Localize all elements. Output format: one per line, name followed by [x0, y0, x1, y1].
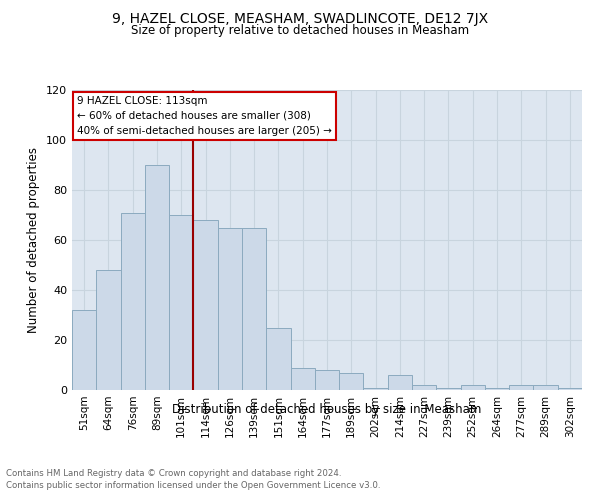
Bar	[558, 388, 582, 390]
Text: Distribution of detached houses by size in Measham: Distribution of detached houses by size …	[172, 402, 482, 415]
Text: Contains HM Land Registry data © Crown copyright and database right 2024.: Contains HM Land Registry data © Crown c…	[6, 468, 341, 477]
Bar	[218, 228, 242, 390]
Bar	[169, 215, 193, 390]
Bar	[266, 328, 290, 390]
Text: 9, HAZEL CLOSE, MEASHAM, SWADLINCOTE, DE12 7JX: 9, HAZEL CLOSE, MEASHAM, SWADLINCOTE, DE…	[112, 12, 488, 26]
Bar	[72, 310, 96, 390]
Bar	[339, 372, 364, 390]
Bar	[436, 388, 461, 390]
Bar	[533, 385, 558, 390]
Bar	[461, 385, 485, 390]
Bar	[145, 165, 169, 390]
Bar	[412, 385, 436, 390]
Bar	[96, 270, 121, 390]
Bar	[121, 212, 145, 390]
Text: 9 HAZEL CLOSE: 113sqm
← 60% of detached houses are smaller (308)
40% of semi-det: 9 HAZEL CLOSE: 113sqm ← 60% of detached …	[77, 96, 332, 136]
Bar	[315, 370, 339, 390]
Bar	[364, 388, 388, 390]
Bar	[485, 388, 509, 390]
Y-axis label: Number of detached properties: Number of detached properties	[28, 147, 40, 333]
Bar	[193, 220, 218, 390]
Bar	[290, 368, 315, 390]
Bar	[388, 375, 412, 390]
Text: Size of property relative to detached houses in Measham: Size of property relative to detached ho…	[131, 24, 469, 37]
Text: Contains public sector information licensed under the Open Government Licence v3: Contains public sector information licen…	[6, 481, 380, 490]
Bar	[509, 385, 533, 390]
Bar	[242, 228, 266, 390]
